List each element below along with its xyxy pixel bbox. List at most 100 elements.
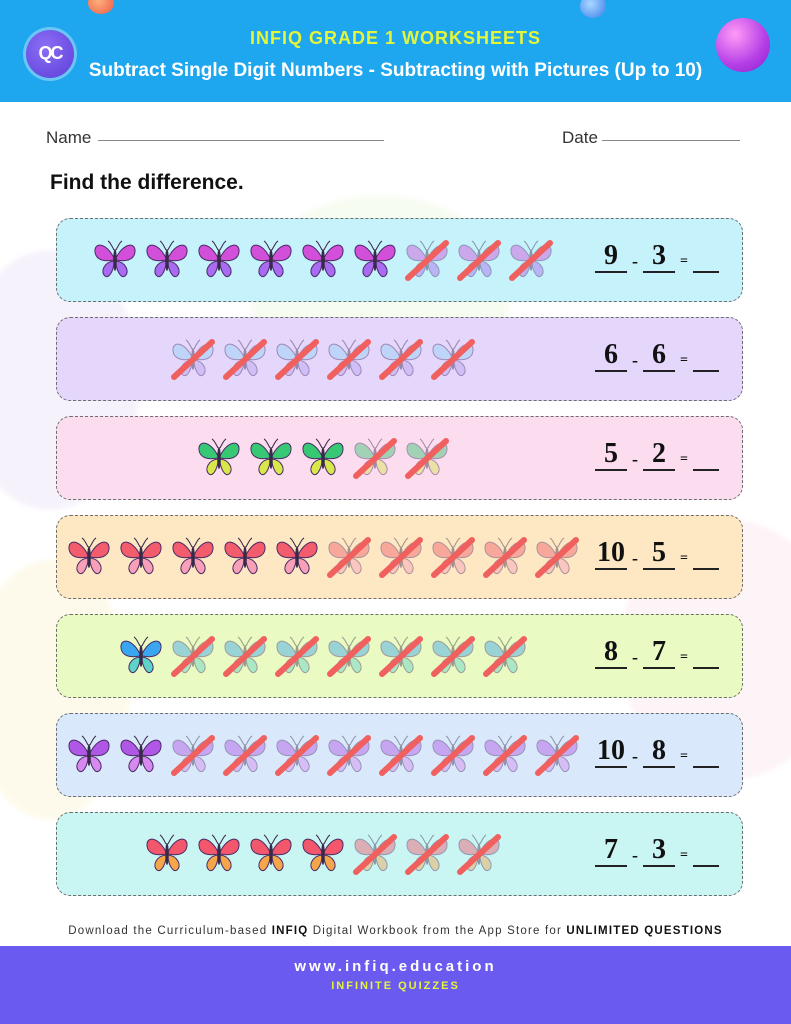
butterfly-picture [378, 733, 424, 777]
butterfly-icon [94, 240, 136, 278]
date-label: Date [562, 128, 598, 147]
equals-sign: = [680, 848, 688, 863]
cross-out-mark [223, 339, 267, 380]
minus-sign: - [632, 746, 638, 766]
cross-out-mark [223, 636, 267, 677]
subtrahend: 5 [643, 538, 675, 570]
subtrahend: 8 [643, 736, 675, 768]
butterfly-picture [170, 733, 216, 777]
date-field[interactable] [602, 140, 740, 141]
butterfly-picture [222, 733, 268, 777]
minuend: 9 [595, 241, 627, 273]
butterfly-picture [144, 832, 190, 876]
butterfly-icon [172, 537, 214, 575]
butterfly-picture [248, 238, 294, 282]
logo-text: QC [38, 43, 64, 63]
minus-sign: - [632, 251, 638, 271]
cross-out-mark [275, 636, 319, 677]
butterfly-picture [66, 535, 112, 579]
decorative-ball [580, 0, 606, 18]
minus-sign: - [632, 548, 638, 568]
butterfly-picture [326, 535, 372, 579]
butterfly-icon [353, 438, 397, 479]
butterfly-picture [326, 733, 372, 777]
butterfly-picture [222, 337, 268, 381]
answer-blank[interactable] [693, 865, 719, 867]
minuend: 5 [595, 439, 627, 471]
butterfly-picture [170, 337, 216, 381]
cross-out-mark [353, 438, 397, 479]
butterfly-picture [378, 535, 424, 579]
answer-blank[interactable] [693, 568, 719, 570]
answer-blank[interactable] [693, 469, 719, 471]
butterfly-icon [509, 240, 553, 281]
cross-out-mark [379, 537, 423, 578]
butterfly-picture [326, 337, 372, 381]
butterfly-icon [327, 636, 371, 677]
answer-blank[interactable] [693, 667, 719, 669]
problem-row: 9-3 = [56, 218, 743, 302]
butterfly-picture [222, 535, 268, 579]
butterfly-icon [483, 537, 527, 578]
butterfly-icon [224, 537, 266, 575]
butterfly-icon [457, 834, 501, 875]
subtrahend: 6 [643, 340, 675, 372]
cross-out-mark [405, 834, 449, 875]
butterfly-icon [250, 438, 292, 476]
cross-out-mark [509, 240, 553, 281]
butterfly-icon [379, 636, 423, 677]
cross-out-mark [483, 636, 527, 677]
butterfly-picture [352, 238, 398, 282]
problem-row: 10-8 = [56, 713, 743, 797]
butterfly-picture [118, 535, 164, 579]
answer-blank[interactable] [693, 271, 719, 273]
footer-url[interactable]: www.infiq.education [294, 958, 497, 975]
equals-sign: = [680, 353, 688, 368]
butterfly-icon [198, 834, 240, 872]
butterfly-icon [198, 438, 240, 476]
promo-middle: Digital Workbook from the App Store for [312, 925, 563, 937]
butterfly-icon [483, 636, 527, 677]
equals-sign: = [680, 650, 688, 665]
butterfly-picture [508, 238, 554, 282]
cross-out-mark [535, 537, 579, 578]
butterfly-picture [378, 634, 424, 678]
answer-blank[interactable] [693, 370, 719, 372]
minuend: 10 [595, 735, 627, 768]
name-field[interactable] [98, 140, 384, 141]
equals-sign: = [680, 749, 688, 764]
butterfly-picture [352, 436, 398, 480]
butterfly-picture [482, 535, 528, 579]
cross-out-mark [483, 735, 527, 776]
answer-blank[interactable] [693, 766, 719, 768]
butterfly-icon [223, 735, 267, 776]
decorative-ball [88, 0, 114, 14]
butterfly-picture [274, 634, 320, 678]
minus-sign: - [632, 350, 638, 370]
cross-out-mark [171, 636, 215, 677]
butterfly-picture [404, 238, 450, 282]
cross-out-mark [327, 339, 371, 380]
butterfly-picture [300, 238, 346, 282]
butterfly-icon [302, 834, 344, 872]
cross-out-mark [327, 537, 371, 578]
cross-out-mark [171, 339, 215, 380]
problem-row: 6-6 = [56, 317, 743, 401]
butterfly-picture [404, 832, 450, 876]
butterfly-picture [274, 337, 320, 381]
minus-sign: - [632, 845, 638, 865]
page-title: Subtract Single Digit Numbers - Subtract… [88, 60, 703, 81]
butterfly-icon [275, 735, 319, 776]
promo-text: Download the Curriculum-based INFIQ Digi… [0, 925, 791, 937]
cross-out-mark [457, 834, 501, 875]
cross-out-mark [327, 735, 371, 776]
butterfly-picture [456, 238, 502, 282]
equals-sign: = [680, 452, 688, 467]
minuend: 7 [595, 835, 627, 867]
butterfly-picture [430, 733, 476, 777]
butterfly-icon [68, 537, 110, 575]
butterfly-picture [196, 238, 242, 282]
subtrahend: 3 [643, 241, 675, 273]
worksheet-footer: www.infiq.education INFINITE QUIZZES [0, 946, 791, 1024]
butterfly-icon [483, 735, 527, 776]
